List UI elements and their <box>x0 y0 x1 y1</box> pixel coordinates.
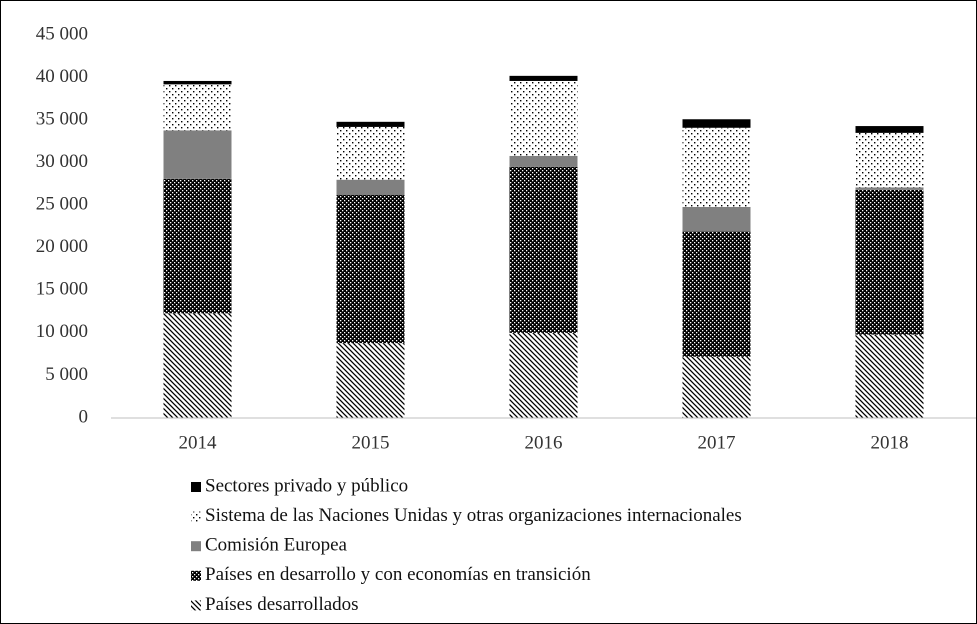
x-tick-label: 2014 <box>179 432 218 453</box>
x-tick-label: 2015 <box>352 432 390 453</box>
legend-label: Países desarrollados <box>205 594 359 615</box>
bar-segment <box>509 75 578 81</box>
bar-segment <box>855 334 924 418</box>
legend-label: Comisión Europea <box>205 535 348 556</box>
bar-segment <box>163 80 232 85</box>
legend-label: Sistema de las Naciones Unidas y otras o… <box>205 505 742 526</box>
y-tick-label: 25 000 <box>36 194 88 215</box>
bar-segment <box>682 119 751 128</box>
y-tick-label: 10 000 <box>36 321 88 342</box>
bar-segment <box>163 313 232 418</box>
y-tick-label: 35 000 <box>36 108 88 129</box>
bar-segment <box>855 126 924 133</box>
bar-segment <box>336 195 405 344</box>
y-tick-label: 5 000 <box>45 364 88 385</box>
bar-segment <box>855 187 924 190</box>
legend-label: Sectores privado y público <box>205 475 408 496</box>
bar-segment <box>682 127 751 207</box>
bar-segment <box>509 166 578 333</box>
legend-marker <box>191 511 201 522</box>
bar-segment <box>336 343 405 418</box>
bar-segment <box>509 80 578 156</box>
bar-segment <box>336 179 405 196</box>
bar-segment <box>509 332 578 418</box>
bar-segment <box>336 126 405 180</box>
bar-segment <box>163 178 232 314</box>
bar-segment <box>855 189 924 335</box>
bar-segment <box>163 130 232 179</box>
bar-segment <box>336 121 405 127</box>
bar-segment <box>682 206 751 232</box>
legend-marker <box>191 570 201 581</box>
bar-segment <box>163 84 232 131</box>
bar-segment <box>682 356 751 418</box>
y-tick-label: 40 000 <box>36 66 88 87</box>
bar-segment <box>855 132 924 188</box>
bar-segment <box>682 231 751 357</box>
x-tick-label: 2017 <box>698 432 736 453</box>
y-tick-label: 45 000 <box>36 23 88 44</box>
legend-label: Países en desarrollo y con economías en … <box>205 564 591 585</box>
y-tick-label: 15 000 <box>36 279 88 300</box>
x-tick-label: 2018 <box>871 432 909 453</box>
bar-segment <box>509 155 578 167</box>
y-tick-label: 30 000 <box>36 151 88 172</box>
y-tick-label: 20 000 <box>36 236 88 257</box>
legend-marker <box>191 541 201 552</box>
legend-marker <box>191 482 201 492</box>
y-tick-label: 0 <box>79 406 89 427</box>
legend-marker <box>191 600 201 611</box>
x-tick-label: 2016 <box>525 432 563 453</box>
